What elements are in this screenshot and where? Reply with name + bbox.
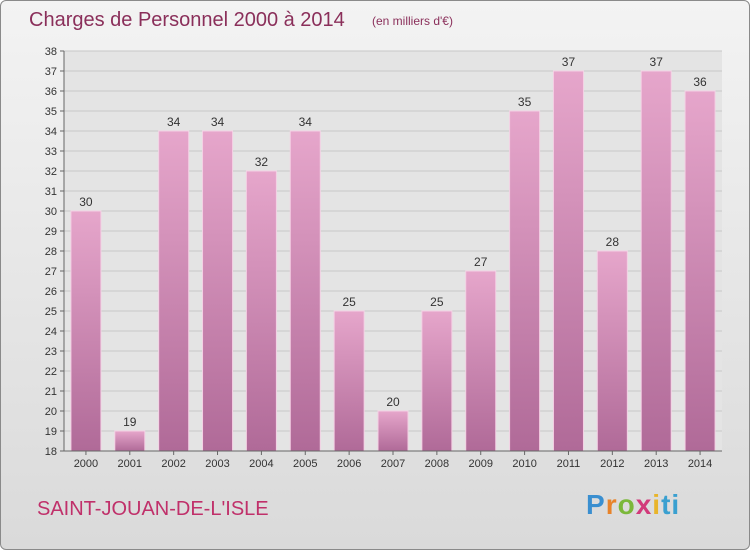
data-label-2003: 34 [211,115,225,129]
y-tick-label: 21 [45,386,57,398]
x-tick-label-2013: 2013 [644,458,668,470]
y-tick-label: 27 [45,266,57,278]
bar-2003 [202,130,234,452]
bar-2010 [509,110,541,452]
bar-2004 [245,170,277,452]
y-tick-label: 35 [45,106,57,118]
proxiti-logo: Proxiti [586,489,681,520]
data-label-2004: 32 [255,155,269,169]
data-label-2013: 37 [650,55,664,69]
y-tick-label: 37 [45,66,57,78]
data-label-2008: 25 [430,295,444,309]
chart-subtitle: (en milliers d'€) [372,14,453,28]
bar-2005 [289,130,321,452]
y-tick-label: 36 [45,86,57,98]
chart-title: Charges de Personnel 2000 à 2014 [29,9,345,31]
data-label-2011: 37 [562,55,576,69]
y-tick-label: 18 [45,446,57,458]
x-tick-label-2003: 2003 [205,458,229,470]
y-tick-label: 20 [45,406,57,418]
x-tick-label-2012: 2012 [600,458,624,470]
y-tick-label: 29 [45,226,57,238]
bar-2012 [596,250,628,452]
y-tick-label: 19 [45,426,57,438]
y-tick-label: 30 [45,206,57,218]
x-tick-label-2002: 2002 [161,458,185,470]
x-tick-label-2011: 2011 [557,458,581,470]
x-tick-label-2010: 2010 [512,458,536,470]
y-tick-label: 28 [45,246,57,258]
y-tick-label: 22 [45,366,57,378]
data-label-2006: 25 [342,295,356,309]
data-label-2002: 34 [167,115,181,129]
x-tick-label-2008: 2008 [425,458,449,470]
y-tick-label: 38 [45,46,57,58]
data-label-2000: 30 [79,195,93,209]
y-tick-label: 24 [45,326,57,338]
bar-2009 [465,270,497,452]
bar-2013 [640,70,672,452]
x-tick-label-2000: 2000 [74,458,98,470]
data-label-2005: 34 [299,115,313,129]
x-tick-label-2001: 2001 [118,458,142,470]
bar-2008 [421,310,453,452]
data-label-2009: 27 [474,255,488,269]
x-tick-label-2006: 2006 [337,458,361,470]
data-label-2014: 36 [693,75,707,89]
x-tick-label-2004: 2004 [249,458,273,470]
y-tick-label: 34 [45,126,57,138]
y-tick-label: 23 [45,346,57,358]
bar-2007 [377,410,409,452]
data-label-2007: 20 [386,395,400,409]
y-tick-label: 25 [45,306,57,318]
x-tick-label-2007: 2007 [381,458,405,470]
bar-2000 [70,210,102,452]
y-tick-label: 26 [45,286,57,298]
y-tick-label: 31 [45,186,57,198]
bar-2002 [158,130,190,452]
x-tick-label-2014: 2014 [688,458,712,470]
data-label-2012: 28 [606,235,620,249]
bar-2006 [333,310,365,452]
x-tick-label-2009: 2009 [468,458,492,470]
x-tick-label-2005: 2005 [293,458,317,470]
data-label-2010: 35 [518,95,532,109]
bar-2011 [552,70,584,452]
y-tick-label: 33 [45,146,57,158]
bar-2001 [114,430,146,452]
y-tick-label: 32 [45,166,57,178]
bar-2014 [684,90,716,452]
data-label-2001: 19 [123,415,137,429]
commune-name: SAINT-JOUAN-DE-L'ISLE [37,498,269,520]
